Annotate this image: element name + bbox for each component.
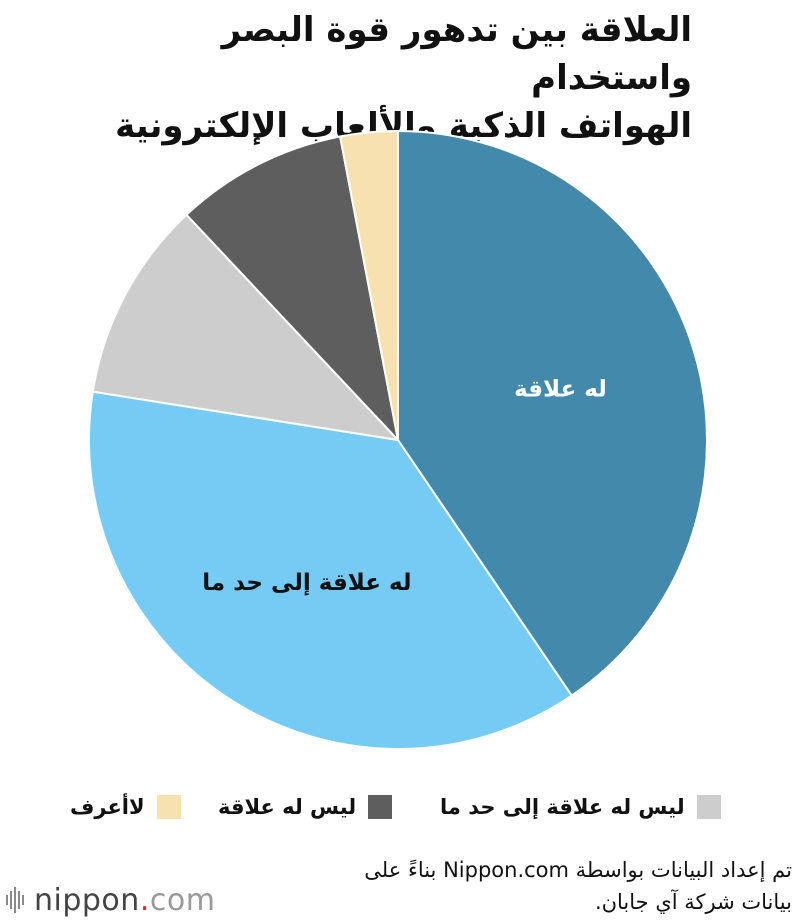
- nippon-bars-logo-icon: [6, 887, 24, 913]
- chart-title: العلاقة بين تدهور قوة البصر واستخدام اله…: [52, 6, 692, 150]
- source-line-1: تم إعداد البيانات بواسطة Nippon.com بناء…: [364, 858, 792, 882]
- legend-swatch-1: [696, 795, 721, 819]
- legend-swatch-3: [156, 795, 181, 819]
- logo-word: nippon: [34, 882, 140, 918]
- pie-slice-3: [91, 213, 399, 441]
- pie-chart: له علاقة له علاقة إلى حد ما: [88, 130, 708, 750]
- legend-item-1: ليس له علاقة إلى حد ما: [440, 790, 721, 824]
- pie-labels: له علاقة له علاقة إلى حد ما: [202, 377, 607, 597]
- chart-title-line-1: العلاقة بين تدهور قوة البصر واستخدام: [221, 10, 692, 98]
- logo-suffix: com: [149, 882, 216, 918]
- legend-label-1: ليس له علاقة إلى حد ما: [440, 795, 685, 819]
- pie-slice-1: [397, 130, 708, 697]
- legend-item-3: لاأعرف: [70, 790, 181, 824]
- pie-slice-2: [88, 390, 573, 750]
- legend-swatch-2: [368, 795, 393, 819]
- legend-item-2: ليس له علاقة: [218, 790, 393, 824]
- logo-wordmark: nippon.com: [34, 883, 215, 918]
- source-note: تم إعداد البيانات بواسطة Nippon.com بناء…: [272, 854, 792, 918]
- legend: ليس له علاقة إلى حد ما ليس له علاقة لاأع…: [0, 790, 800, 824]
- source-line-2: بيانات شركة آي جابان.: [594, 890, 792, 914]
- pie-slice-4: [185, 135, 399, 441]
- legend-label-3: لاأعرف: [70, 795, 145, 819]
- nippon-logo: nippon.com: [6, 880, 215, 920]
- pie-slices: [88, 130, 708, 750]
- pie-slice-5: [339, 130, 399, 441]
- legend-label-2: ليس له علاقة: [218, 795, 357, 819]
- logo-dot: .: [139, 882, 150, 918]
- pie-slice-label-1: له علاقة: [514, 377, 607, 403]
- pie-slice-label-2: له علاقة إلى حد ما: [202, 570, 411, 596]
